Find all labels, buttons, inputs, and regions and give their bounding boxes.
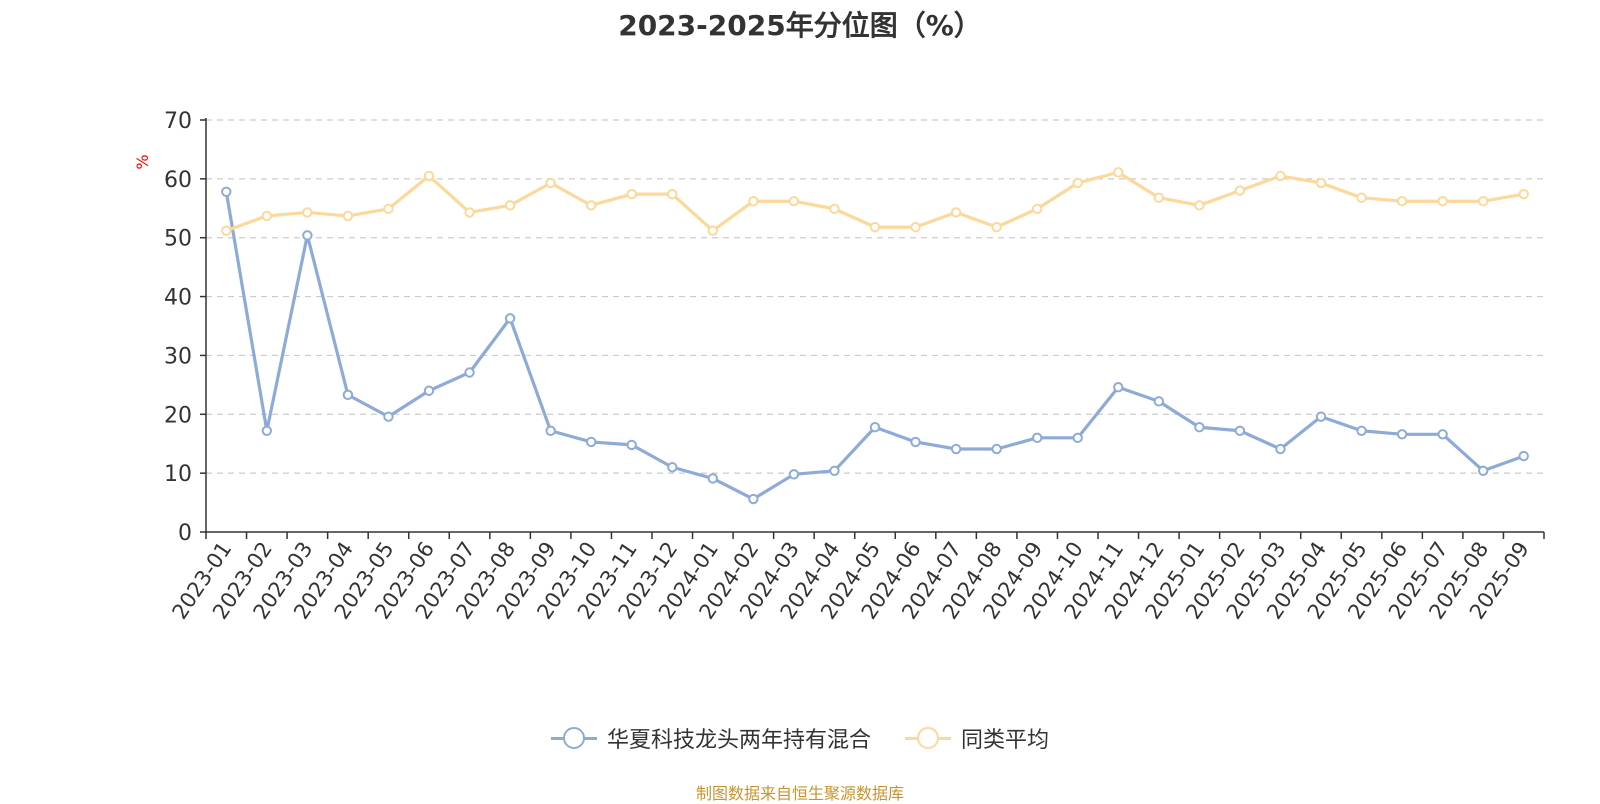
data-point-peer-average[interactable] bbox=[585, 200, 597, 211]
data-point-fund[interactable] bbox=[1072, 432, 1083, 444]
data-point-fund[interactable] bbox=[464, 367, 475, 378]
data-point-fund[interactable] bbox=[423, 385, 435, 396]
data-point-peer-average[interactable] bbox=[707, 225, 719, 236]
data-point-peer-average[interactable] bbox=[504, 200, 516, 211]
data-point-fund[interactable] bbox=[707, 473, 719, 484]
data-point-peer-average[interactable] bbox=[991, 221, 1002, 233]
data-point-fund[interactable] bbox=[869, 422, 881, 433]
data-point-peer-average[interactable] bbox=[1356, 192, 1367, 203]
data-point-peer-average[interactable] bbox=[1194, 200, 1205, 211]
source-note: 制图数据来自恒生聚源数据库 bbox=[695, 784, 904, 803]
data-point-fund[interactable] bbox=[585, 436, 597, 448]
data-point-peer-average[interactable] bbox=[910, 221, 921, 233]
y-tick-label: 50 bbox=[164, 227, 192, 252]
data-point-fund[interactable] bbox=[504, 313, 516, 324]
data-point-peer-average[interactable] bbox=[221, 225, 232, 236]
data-point-fund[interactable] bbox=[748, 493, 759, 505]
data-point-peer-average[interactable] bbox=[1072, 177, 1083, 189]
data-point-fund[interactable] bbox=[626, 439, 637, 451]
data-point-fund[interactable] bbox=[950, 443, 962, 455]
legend-marker-fund bbox=[550, 726, 597, 750]
axes bbox=[200, 118, 1545, 539]
data-points bbox=[221, 167, 1529, 505]
data-point-fund[interactable] bbox=[221, 186, 232, 198]
data-point-peer-average[interactable] bbox=[1234, 185, 1246, 196]
data-point-fund[interactable] bbox=[829, 465, 840, 476]
series-lines bbox=[224, 170, 1526, 501]
data-point-peer-average[interactable] bbox=[464, 207, 475, 218]
data-point-peer-average[interactable] bbox=[950, 207, 962, 218]
data-point-peer-average[interactable] bbox=[1518, 188, 1529, 200]
legend-label-fund: 华夏科技龙头两年持有混合 bbox=[606, 728, 871, 753]
data-point-fund[interactable] bbox=[1275, 443, 1286, 455]
y-tick-label: 0 bbox=[178, 521, 192, 546]
data-point-peer-average[interactable] bbox=[545, 177, 556, 189]
data-point-peer-average[interactable] bbox=[1477, 196, 1489, 207]
data-point-peer-average[interactable] bbox=[1315, 177, 1327, 189]
data-point-peer-average[interactable] bbox=[667, 188, 678, 200]
series-line-peer-average bbox=[224, 170, 1526, 233]
y-tick-label: 60 bbox=[164, 168, 192, 193]
data-point-peer-average[interactable] bbox=[1113, 167, 1124, 178]
data-point-peer-average[interactable] bbox=[626, 188, 637, 200]
legend: 华夏科技龙头两年持有混合 同类平均 bbox=[0, 722, 1600, 754]
legend-item-fund[interactable]: 华夏科技龙头两年持有混合 bbox=[550, 722, 871, 754]
data-point-peer-average[interactable] bbox=[423, 170, 435, 182]
data-point-peer-average[interactable] bbox=[1153, 192, 1165, 203]
y-tick-label: 70 bbox=[164, 109, 192, 134]
data-point-fund[interactable] bbox=[1518, 450, 1529, 462]
data-point-fund[interactable] bbox=[1437, 429, 1448, 440]
data-point-peer-average[interactable] bbox=[342, 210, 354, 222]
data-point-fund[interactable] bbox=[261, 425, 273, 436]
data-point-fund[interactable] bbox=[383, 411, 394, 422]
data-point-fund[interactable] bbox=[1234, 425, 1246, 436]
data-point-fund[interactable] bbox=[302, 230, 313, 241]
data-point-fund[interactable] bbox=[1356, 425, 1367, 436]
grid-lines bbox=[206, 119, 1544, 474]
data-point-fund[interactable] bbox=[1113, 382, 1124, 393]
data-point-peer-average[interactable] bbox=[829, 203, 840, 215]
data-point-fund[interactable] bbox=[342, 389, 354, 401]
data-point-peer-average[interactable] bbox=[1031, 203, 1043, 215]
data-point-fund[interactable] bbox=[991, 443, 1002, 455]
y-tick-label: 30 bbox=[164, 344, 192, 369]
data-point-fund[interactable] bbox=[545, 425, 556, 436]
data-point-fund[interactable] bbox=[1315, 411, 1327, 422]
chart-title: 2023-2025年分位图（%） bbox=[618, 9, 982, 42]
data-point-fund[interactable] bbox=[1477, 465, 1489, 476]
y-tick-label: 10 bbox=[164, 462, 192, 487]
data-point-fund[interactable] bbox=[1031, 432, 1043, 444]
data-point-peer-average[interactable] bbox=[748, 196, 759, 207]
data-point-fund[interactable] bbox=[1194, 422, 1205, 433]
data-point-fund[interactable] bbox=[1153, 396, 1165, 407]
legend-label-peer-average: 同类平均 bbox=[961, 728, 1050, 753]
data-point-peer-average[interactable] bbox=[869, 221, 881, 233]
data-point-peer-average[interactable] bbox=[1275, 170, 1286, 182]
data-point-fund[interactable] bbox=[667, 462, 678, 473]
data-point-fund[interactable] bbox=[788, 469, 800, 480]
data-point-peer-average[interactable] bbox=[1437, 196, 1448, 207]
y-tick-label: 40 bbox=[164, 286, 192, 311]
legend-item-peer-average[interactable]: 同类平均 bbox=[905, 722, 1049, 754]
data-point-peer-average[interactable] bbox=[261, 210, 273, 222]
data-point-fund[interactable] bbox=[910, 436, 921, 448]
data-point-fund[interactable] bbox=[1396, 429, 1408, 440]
legend-marker-peer-average bbox=[905, 726, 951, 750]
y-axis-label: % bbox=[133, 154, 152, 169]
y-tick-label: 20 bbox=[164, 403, 192, 428]
data-point-peer-average[interactable] bbox=[383, 203, 394, 215]
data-point-peer-average[interactable] bbox=[302, 207, 313, 218]
data-point-peer-average[interactable] bbox=[1396, 196, 1408, 207]
data-point-peer-average[interactable] bbox=[788, 196, 800, 207]
